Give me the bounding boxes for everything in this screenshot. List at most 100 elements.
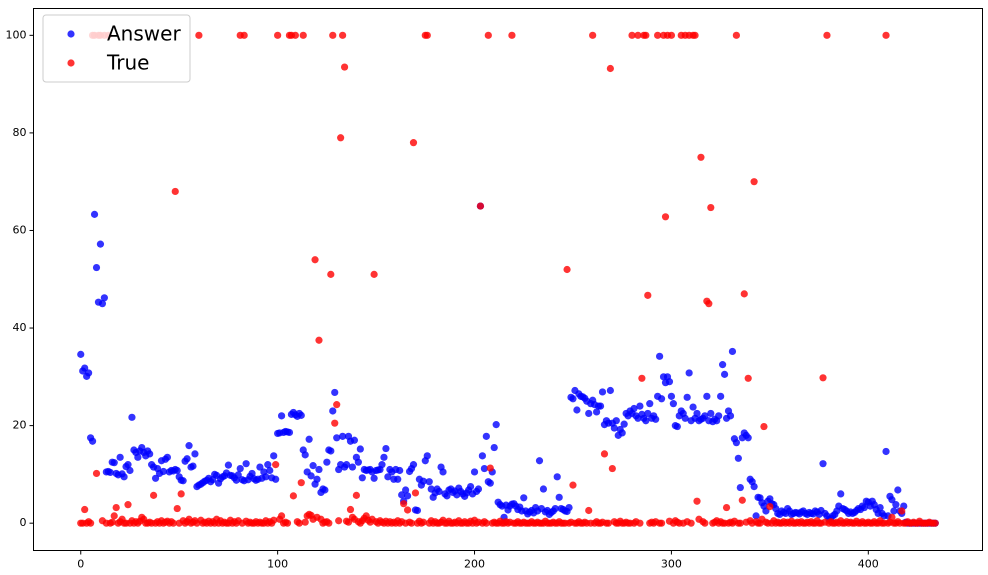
point: [394, 475, 402, 483]
y-tick-label: 80: [13, 126, 27, 139]
point: [419, 477, 427, 485]
point: [274, 31, 282, 39]
point: [654, 31, 662, 39]
point: [378, 461, 386, 469]
point: [604, 519, 613, 527]
point: [352, 491, 360, 499]
point: [667, 31, 676, 39]
point: [171, 187, 179, 196]
point: [750, 482, 758, 491]
point: [409, 139, 418, 147]
point: [409, 461, 418, 469]
point: [736, 483, 744, 492]
point: [313, 475, 321, 483]
point: [323, 458, 331, 466]
point: [697, 153, 705, 161]
point: [423, 31, 431, 39]
point: [413, 506, 422, 515]
point: [398, 491, 406, 499]
point: [585, 506, 593, 515]
point: [652, 415, 660, 423]
point: [396, 466, 404, 475]
point: [539, 485, 548, 493]
point: [636, 402, 644, 410]
point: [88, 437, 97, 445]
point: [400, 500, 408, 508]
point: [665, 378, 674, 386]
point: [128, 413, 136, 421]
point: [120, 473, 128, 481]
point: [234, 471, 242, 479]
point: [656, 352, 664, 360]
point: [81, 364, 89, 372]
point: [150, 491, 158, 499]
point: [596, 402, 605, 410]
point: [423, 452, 431, 460]
point: [707, 409, 715, 418]
point: [681, 414, 689, 422]
point: [339, 31, 347, 39]
point: [598, 388, 607, 396]
point: [669, 400, 677, 408]
point: [177, 490, 185, 498]
point: [705, 300, 713, 308]
point: [112, 503, 120, 512]
x-tick-label: 300: [661, 558, 682, 571]
point: [717, 392, 725, 400]
point: [98, 300, 107, 308]
point: [116, 453, 124, 461]
point: [752, 512, 760, 520]
point: [309, 462, 317, 470]
point: [642, 417, 650, 425]
point: [636, 519, 644, 527]
point: [266, 466, 274, 475]
point: [486, 464, 494, 472]
point: [403, 492, 412, 500]
point: [106, 468, 114, 477]
point: [96, 240, 105, 248]
point: [474, 485, 483, 493]
point: [344, 518, 353, 526]
y-tick-label: 0: [20, 516, 27, 529]
point: [612, 417, 620, 425]
point: [642, 31, 650, 39]
point: [289, 492, 297, 500]
point: [185, 442, 193, 450]
point: [693, 409, 701, 418]
point: [720, 370, 729, 378]
point: [224, 461, 233, 469]
point: [277, 512, 286, 520]
point: [256, 463, 264, 471]
x-tick-label: 200: [464, 558, 485, 571]
point: [888, 496, 896, 504]
point: [425, 478, 433, 486]
legend-box: [42, 14, 191, 83]
point: [890, 507, 898, 515]
point: [183, 455, 191, 463]
y-tick-label: 20: [13, 419, 27, 432]
point: [892, 501, 900, 509]
point: [585, 409, 593, 418]
point: [163, 453, 171, 461]
point: [307, 472, 315, 480]
plot-area: [77, 31, 939, 527]
point: [551, 504, 559, 513]
point: [236, 464, 244, 473]
point: [744, 434, 752, 442]
point: [270, 516, 278, 524]
point: [407, 519, 416, 527]
point: [325, 519, 333, 527]
point: [173, 504, 181, 513]
point: [644, 409, 652, 418]
point: [687, 519, 695, 527]
point: [358, 474, 366, 482]
point: [124, 461, 132, 469]
point: [728, 347, 737, 356]
point: [683, 393, 691, 401]
point: [738, 496, 746, 504]
point: [370, 474, 378, 482]
point: [411, 489, 420, 497]
point: [443, 492, 451, 500]
point: [270, 452, 278, 460]
